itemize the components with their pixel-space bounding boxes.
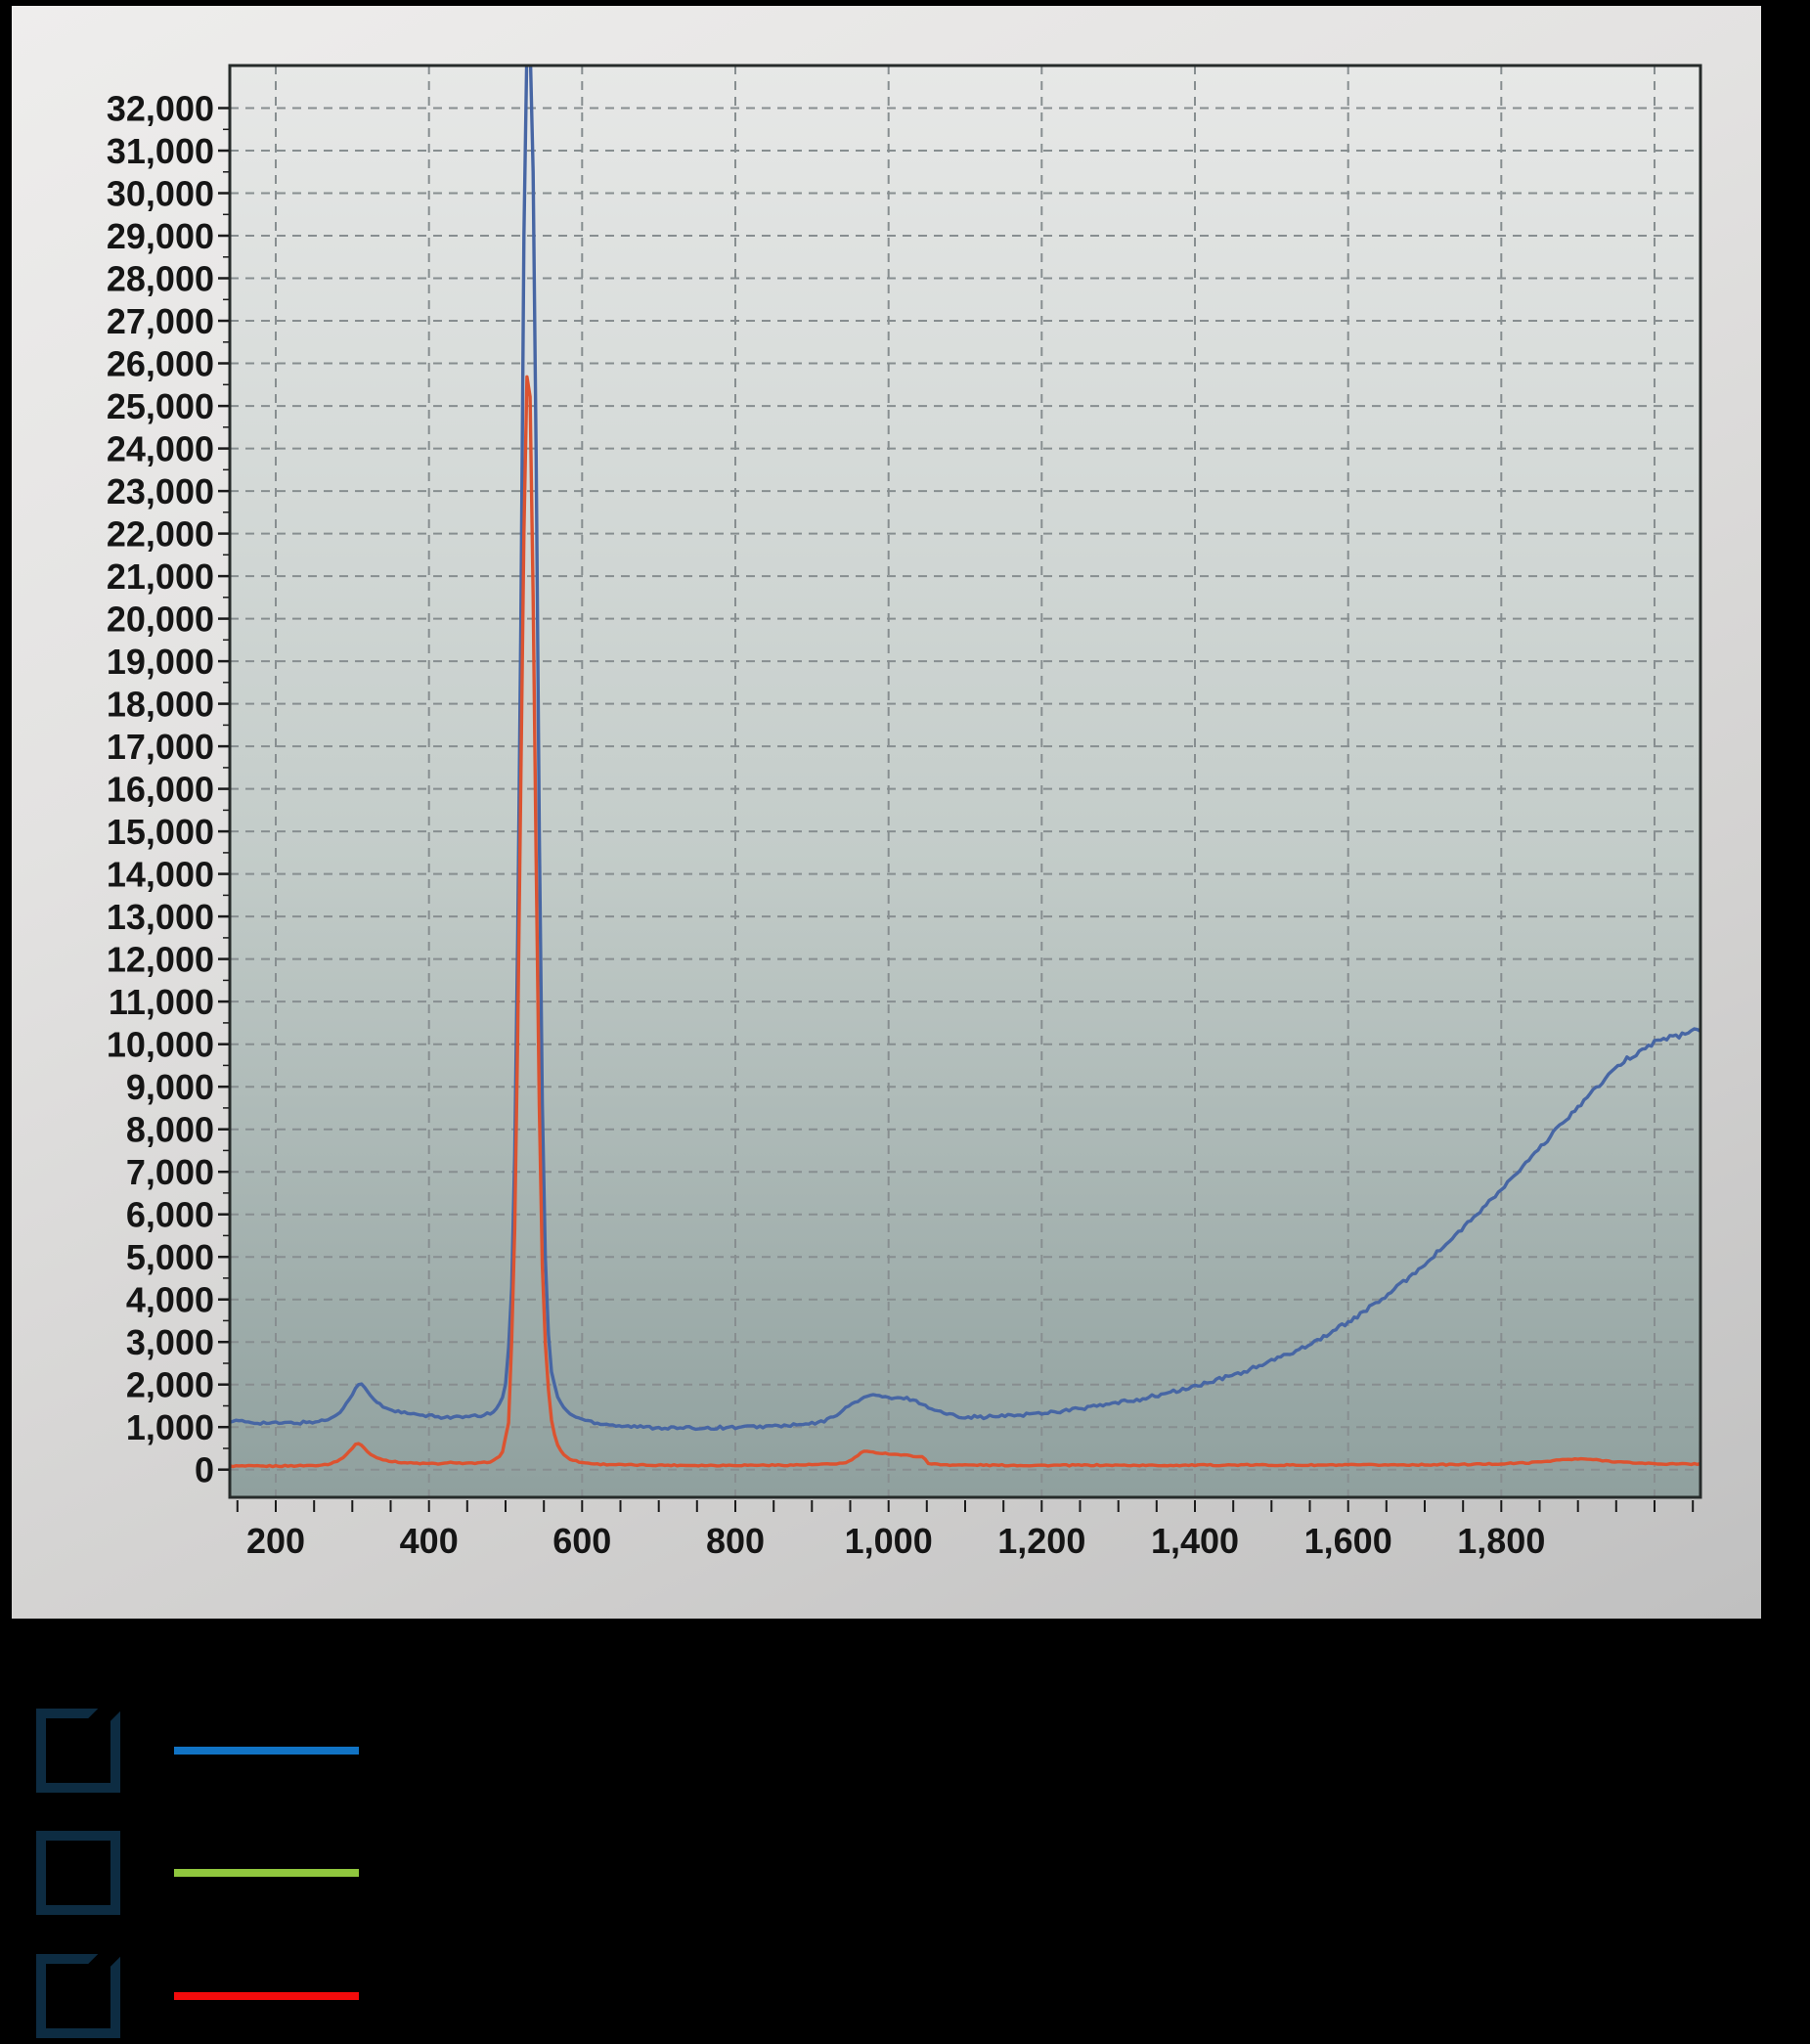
grid [230, 66, 1700, 1497]
series-blue-trace [230, 66, 1700, 1432]
y-axis-label: 21,000 [107, 556, 214, 597]
y-axis-label: 2,000 [126, 1365, 214, 1405]
y-axis-label: 31,000 [107, 131, 214, 171]
checkmark-icon [71, 1691, 128, 1748]
y-axis-label: 15,000 [107, 812, 214, 852]
y-axis-label: 7,000 [126, 1152, 214, 1192]
y-axis-label: 10,000 [107, 1025, 214, 1065]
legend-line-blue [174, 1747, 359, 1755]
x-axis-label: 1,800 [1457, 1521, 1545, 1561]
y-axis-label: 14,000 [107, 855, 214, 895]
y-axis-label: 27,000 [107, 301, 214, 341]
y-axis-label: 4,000 [126, 1280, 214, 1320]
y-axis-label: 19,000 [107, 642, 214, 682]
spectrum-chart: 200 400 600 800 1,000 1,200 1,400 1,600 1,80001,… [107, 64, 1702, 1561]
legend-checkbox-red[interactable] [36, 1936, 128, 2038]
y-axis-label: 17,000 [107, 727, 214, 767]
legend-checkbox-blue[interactable] [36, 1691, 128, 1793]
y-axis-label: 6,000 [126, 1195, 214, 1235]
chart-panel: 200 400 600 800 1,000 1,200 1,400 1,600 1,800 0 1,… [12, 6, 1761, 1619]
y-axis-label: 12,000 [107, 940, 214, 980]
series-red-trace [230, 375, 1700, 1469]
x-axis-label: 200 [246, 1521, 305, 1561]
y-axis-label: 0 [195, 1450, 214, 1490]
y-axis-label: 26,000 [107, 344, 214, 384]
x-axis-label: 1,600 [1304, 1521, 1392, 1561]
y-axis-label: 5,000 [126, 1237, 214, 1277]
x-axis-label: 1,400 [1151, 1521, 1239, 1561]
legend-line-green [174, 1869, 359, 1877]
checkmark-icon [71, 1936, 128, 1993]
y-axis-label: 8,000 [126, 1110, 214, 1150]
y-axis-label: 9,000 [126, 1067, 214, 1107]
legend [0, 1619, 1810, 2044]
y-axis-label: 23,000 [107, 471, 214, 511]
y-axis-label: 32,000 [107, 89, 214, 129]
y-axis-label: 13,000 [107, 897, 214, 937]
y-axis-label: 29,000 [107, 216, 214, 256]
x-axis-label: 1,200 [997, 1521, 1085, 1561]
legend-checkbox-green[interactable] [36, 1831, 120, 1915]
legend-line-red [174, 1992, 359, 2000]
legend-item-green [36, 1831, 427, 1915]
y-axis-label: 28,000 [107, 259, 214, 299]
y-axis-label: 1,000 [126, 1407, 214, 1447]
plot-background [230, 66, 1700, 1497]
x-axis-label: 800 [706, 1521, 765, 1561]
x-axis-label: 600 [552, 1521, 611, 1561]
y-axis-label: 16,000 [107, 770, 214, 810]
y-axis-label: 3,000 [126, 1322, 214, 1362]
x-axis-label: 1,000 [845, 1521, 933, 1561]
y-axis-label: 30,000 [107, 174, 214, 214]
y-axis: 01,0002,0003,0004,0005,0006,0007,0008,00… [107, 89, 229, 1490]
legend-item-red [36, 1936, 427, 2038]
legend-item-blue [36, 1691, 427, 1793]
y-axis-label: 22,000 [107, 514, 214, 555]
y-axis-label: 11,000 [109, 982, 214, 1022]
plot-border [228, 64, 1702, 1499]
y-axis-label: 25,000 [107, 386, 214, 426]
y-axis-label: 24,000 [107, 429, 214, 469]
y-axis-label: 18,000 [107, 685, 214, 725]
x-axis-label: 400 [400, 1521, 459, 1561]
y-axis-label: 20,000 [107, 600, 214, 640]
x-axis: 200 400 600 800 1,000 1,200 1,400 1,600 1,800 [236, 1500, 1695, 1561]
